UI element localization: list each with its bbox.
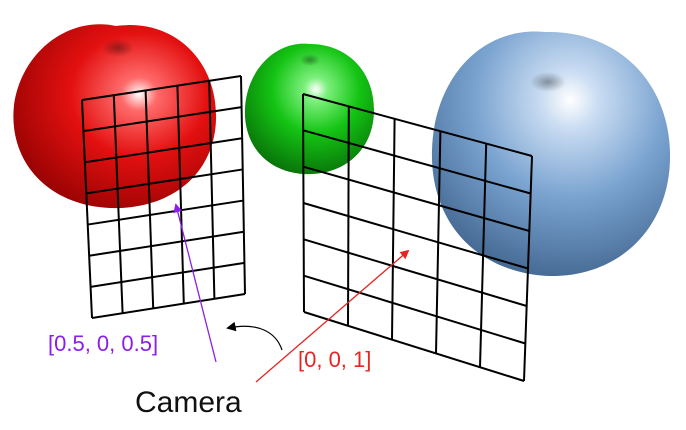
leftGrid-column-line: [208, 80, 216, 299]
leftGrid-row-line: [88, 230, 245, 257]
right-grid: [302, 93, 533, 382]
right-ray-arrow: [255, 249, 410, 383]
rightGrid-row-line: [302, 93, 533, 157]
leftGrid-row-line: [90, 261, 245, 288]
leftGrid-row-line: [83, 106, 242, 133]
left-direction-label: [0.5, 0, 0.5]: [48, 331, 158, 356]
leftGrid-row-line: [81, 75, 242, 101]
left-grid: [81, 75, 246, 319]
rotation-arrow: [226, 321, 283, 351]
leftGrid-column-line: [240, 75, 246, 295]
left-ray-arrow: [173, 203, 217, 363]
camera-label: Camera: [135, 386, 242, 419]
leftGrid-column-line: [176, 85, 185, 304]
leftGrid-column-line: [112, 95, 124, 314]
leftGrid-column-line: [81, 99, 93, 319]
leftGrid-row-line: [91, 293, 246, 319]
rightGrid-row-line: [303, 238, 527, 307]
leftGrid-row-line: [86, 168, 243, 195]
rightGrid-row-line: [303, 165, 530, 232]
leftGrid-row-line: [87, 199, 244, 226]
right-direction-label: [0, 0, 1]: [298, 347, 371, 372]
leftGrid-column-line: [144, 90, 155, 309]
rightGrid-row-line: [302, 129, 531, 195]
rightGrid-row-line: [303, 274, 526, 345]
rightGrid-row-line: [303, 202, 529, 270]
blue-apple: [431, 31, 671, 277]
rightGrid-row-line: [303, 311, 525, 382]
leftGrid-row-line: [84, 137, 243, 164]
